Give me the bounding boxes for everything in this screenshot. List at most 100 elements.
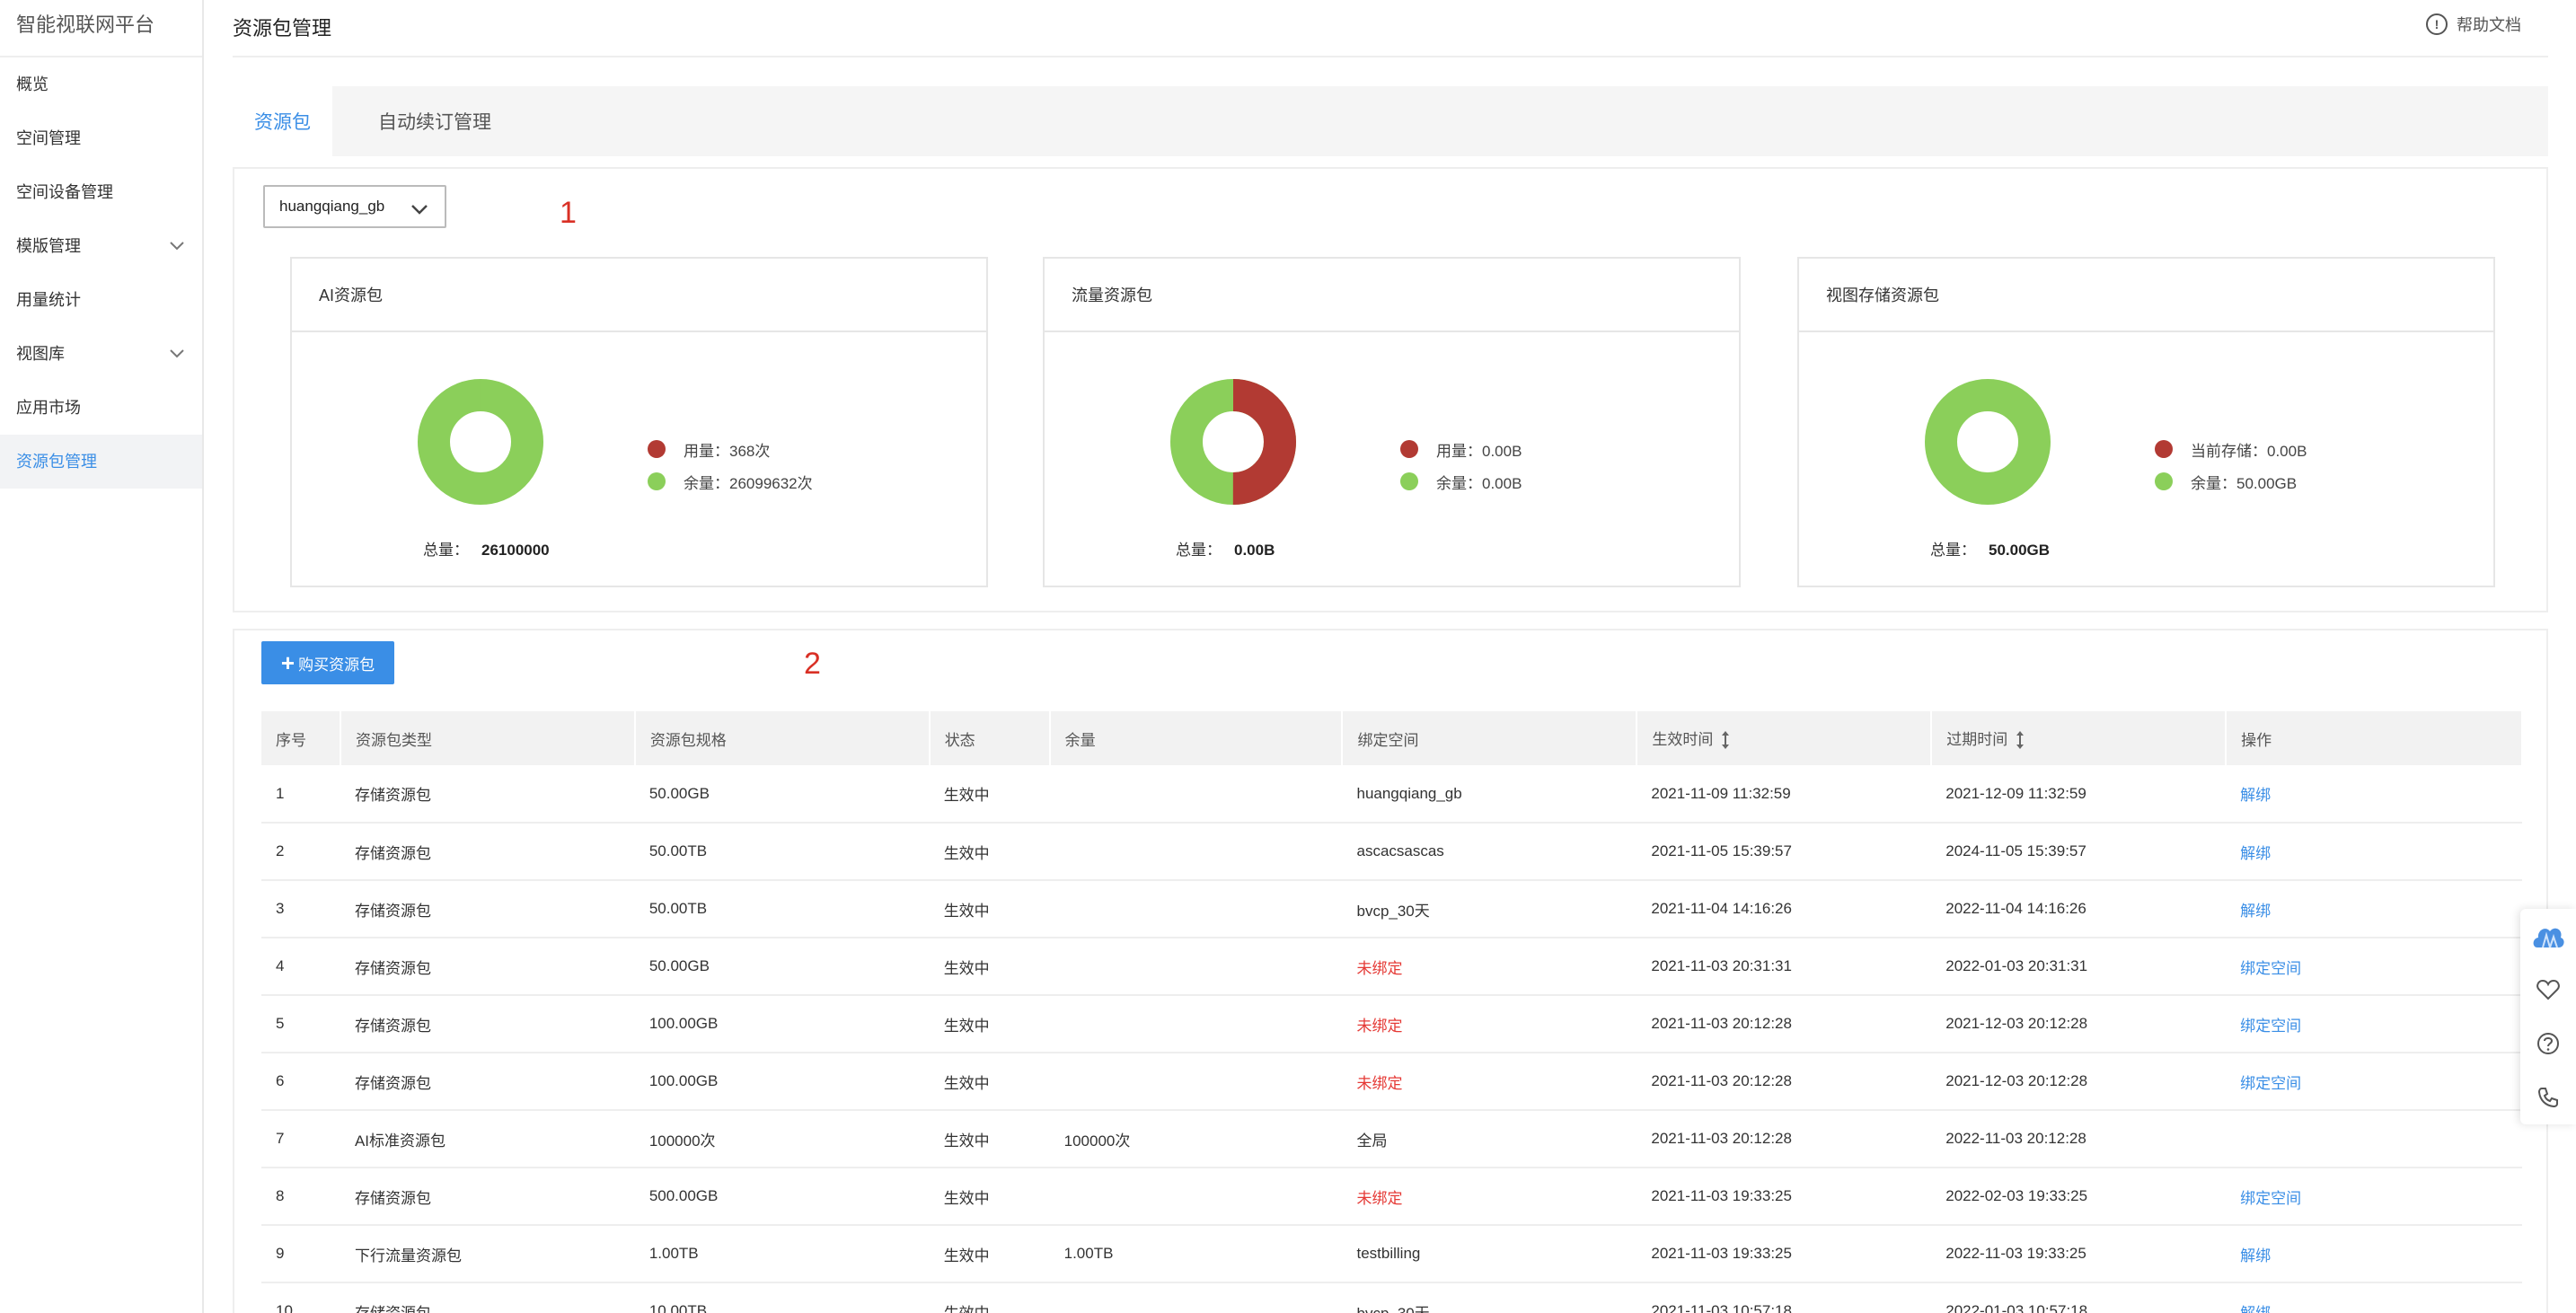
sidebar-item-usage-statistics[interactable]: 用量统计 xyxy=(0,273,202,327)
column-header: 操作 xyxy=(2226,711,2523,765)
cell-space: ascacsascas xyxy=(1342,823,1637,881)
cell-remain: 1.00TB xyxy=(1049,1225,1343,1283)
sidebar-item-app-market[interactable]: 应用市场 xyxy=(0,381,202,435)
heart-icon[interactable] xyxy=(2520,963,2576,1017)
sidebar-item-label: 空间管理 xyxy=(16,129,81,147)
question-icon[interactable] xyxy=(2520,1017,2576,1071)
total-label: 总量： xyxy=(423,542,469,559)
package-list-panel: + 购买资源包 2 序号 资源包类型 资源包规格 状态 余量 绑定空间 生效时间… xyxy=(233,629,2548,1313)
tab-resource-package[interactable]: 资源包 xyxy=(233,86,332,156)
cell-status: 生效中 xyxy=(929,1053,1050,1111)
action-cell: 解绑 xyxy=(2226,823,2522,881)
total-label: 总量： xyxy=(1930,542,1976,559)
column-header-label: 过期时间 xyxy=(1946,730,2008,748)
cell-type: 存储资源包 xyxy=(340,880,635,938)
cell-end: 2021-12-09 11:32:59 xyxy=(1931,765,2227,824)
legend-label: 用量：368次 xyxy=(684,442,771,460)
buy-package-button[interactable]: + 购买资源包 xyxy=(261,641,394,684)
legend-item-used: 用量：368次 xyxy=(648,433,813,465)
legend-dot xyxy=(2155,472,2173,490)
sort-icon[interactable] xyxy=(2015,730,2025,750)
legend-dot xyxy=(1400,440,1418,458)
bind-space-link[interactable]: 绑定空间 xyxy=(2240,1074,2302,1092)
cell-no: 1 xyxy=(261,765,340,824)
table-row: 10 存储资源包 10.00TB 生效中 bvcp_30天 2021-11-03 10:5… xyxy=(261,1282,2522,1313)
cell-spec: 500.00GB xyxy=(634,1168,930,1226)
tab-auto-renew[interactable]: 自动续订管理 xyxy=(378,112,491,133)
cell-status: 生效中 xyxy=(929,938,1050,996)
legend-item-remaining: 余量：26099632次 xyxy=(648,465,813,498)
cell-remain: 100000次 xyxy=(1049,1110,1343,1168)
cell-spec: 100000次 xyxy=(634,1110,930,1168)
cell-type: 下行流量资源包 xyxy=(340,1225,635,1283)
card-title: 流量资源包 xyxy=(1045,259,1739,332)
bind-space-link[interactable]: 绑定空间 xyxy=(2240,1017,2302,1035)
legend-label: 余量：50.00GB xyxy=(2191,474,2298,492)
table-body: 1 存储资源包 50.00GB 生效中 huangqiang_gb 2021-11-09 … xyxy=(261,765,2522,1313)
space-select[interactable]: huangqiang_gb xyxy=(263,185,446,228)
action-cell: 解绑 xyxy=(2226,1282,2522,1313)
cell-remain xyxy=(1049,1168,1343,1226)
annotation-marker: 1 xyxy=(560,196,577,230)
cell-spec: 50.00TB xyxy=(634,823,930,881)
column-header-sortable[interactable]: 生效时间 xyxy=(1636,711,1933,765)
cell-no: 10 xyxy=(261,1282,340,1313)
sidebar-item-resource-package-management[interactable]: 资源包管理 xyxy=(0,435,202,489)
sidebar-item-label: 概览 xyxy=(16,75,49,93)
donut-used-arc xyxy=(1170,379,1296,505)
donut-used-arc xyxy=(418,379,543,505)
sidebar-item-space-management[interactable]: 空间管理 xyxy=(0,111,202,165)
phone-icon[interactable] xyxy=(2520,1071,2576,1124)
cell-start: 2021-11-03 19:33:25 xyxy=(1636,1225,1932,1283)
column-header-sortable[interactable]: 过期时间 xyxy=(1931,711,2228,765)
help-docs-link[interactable]: ! 帮助文档 xyxy=(2426,13,2521,36)
total-value: 26100000 xyxy=(481,542,550,559)
action-cell: 绑定空间 xyxy=(2226,938,2522,996)
cell-spec: 50.00TB xyxy=(634,880,930,938)
cell-remain xyxy=(1049,995,1343,1053)
donut-remaining-ring xyxy=(1925,379,2051,505)
column-header: 资源包规格 xyxy=(634,711,931,765)
unbind-link[interactable]: 解绑 xyxy=(2240,902,2272,920)
cell-space: testbilling xyxy=(1342,1225,1637,1283)
legend-label: 当前存储：0.00B xyxy=(2191,442,2307,460)
cell-type: 存储资源包 xyxy=(340,995,635,1053)
legend-label: 余量：0.00B xyxy=(1436,474,1522,492)
sidebar-item-label: 资源包管理 xyxy=(16,453,97,471)
unbind-link[interactable]: 解绑 xyxy=(2240,787,2272,804)
sort-icon[interactable] xyxy=(1720,730,1731,750)
table-row: 3 存储资源包 50.00TB 生效中 bvcp_30天 2021-11-04 14:16… xyxy=(261,880,2522,938)
cell-remain xyxy=(1049,765,1343,824)
table-row: 2 存储资源包 50.00TB 生效中 ascacsascas 2021-11-05 15… xyxy=(261,823,2522,881)
cell-start: 2021-11-03 20:12:28 xyxy=(1636,995,1932,1053)
sidebar-item-space-device-management[interactable]: 空间设备管理 xyxy=(0,165,202,219)
cloud-icon[interactable] xyxy=(2520,909,2576,963)
sidebar-item-view-library[interactable]: 视图库 xyxy=(0,327,202,381)
cell-spec: 50.00GB xyxy=(634,938,930,996)
table-header-row: 序号 资源包类型 资源包规格 状态 余量 绑定空间 生效时间 过期时间 操作 xyxy=(261,711,2523,765)
sidebar-item-label: 视图库 xyxy=(16,345,65,363)
legend-dot xyxy=(648,472,666,490)
cell-type: 存储资源包 xyxy=(340,1168,635,1226)
app-name: 智能视联网平台 xyxy=(0,0,202,57)
unbind-link[interactable]: 解绑 xyxy=(2240,1247,2272,1265)
bind-space-link[interactable]: 绑定空间 xyxy=(2240,1189,2302,1207)
help-docs-label: 帮助文档 xyxy=(2457,16,2521,34)
table-row: 5 存储资源包 100.00GB 生效中 未绑定 2021-11-03 20:12:28 2… xyxy=(261,995,2522,1053)
usage-donut-chart xyxy=(1925,379,2051,505)
cell-spec: 10.00TB xyxy=(634,1282,930,1313)
bind-space-link[interactable]: 绑定空间 xyxy=(2240,959,2302,977)
unbind-link[interactable]: 解绑 xyxy=(2240,844,2272,862)
cell-type: 存储资源包 xyxy=(340,938,635,996)
cell-space: bvcp_30天 xyxy=(1342,1282,1637,1313)
sidebar-item-template-management[interactable]: 模版管理 xyxy=(0,219,202,273)
cell-status: 生效中 xyxy=(929,1168,1050,1226)
cell-remain xyxy=(1049,823,1343,881)
sidebar-item-overview[interactable]: 概览 xyxy=(0,57,202,111)
cell-end: 2022-11-04 14:16:26 xyxy=(1931,880,2227,938)
info-icon: ! xyxy=(2426,13,2448,35)
cell-spec: 100.00GB xyxy=(634,995,930,1053)
cell-no: 3 xyxy=(261,880,340,938)
total-value: 0.00B xyxy=(1234,542,1275,559)
unbind-link[interactable]: 解绑 xyxy=(2240,1304,2272,1313)
